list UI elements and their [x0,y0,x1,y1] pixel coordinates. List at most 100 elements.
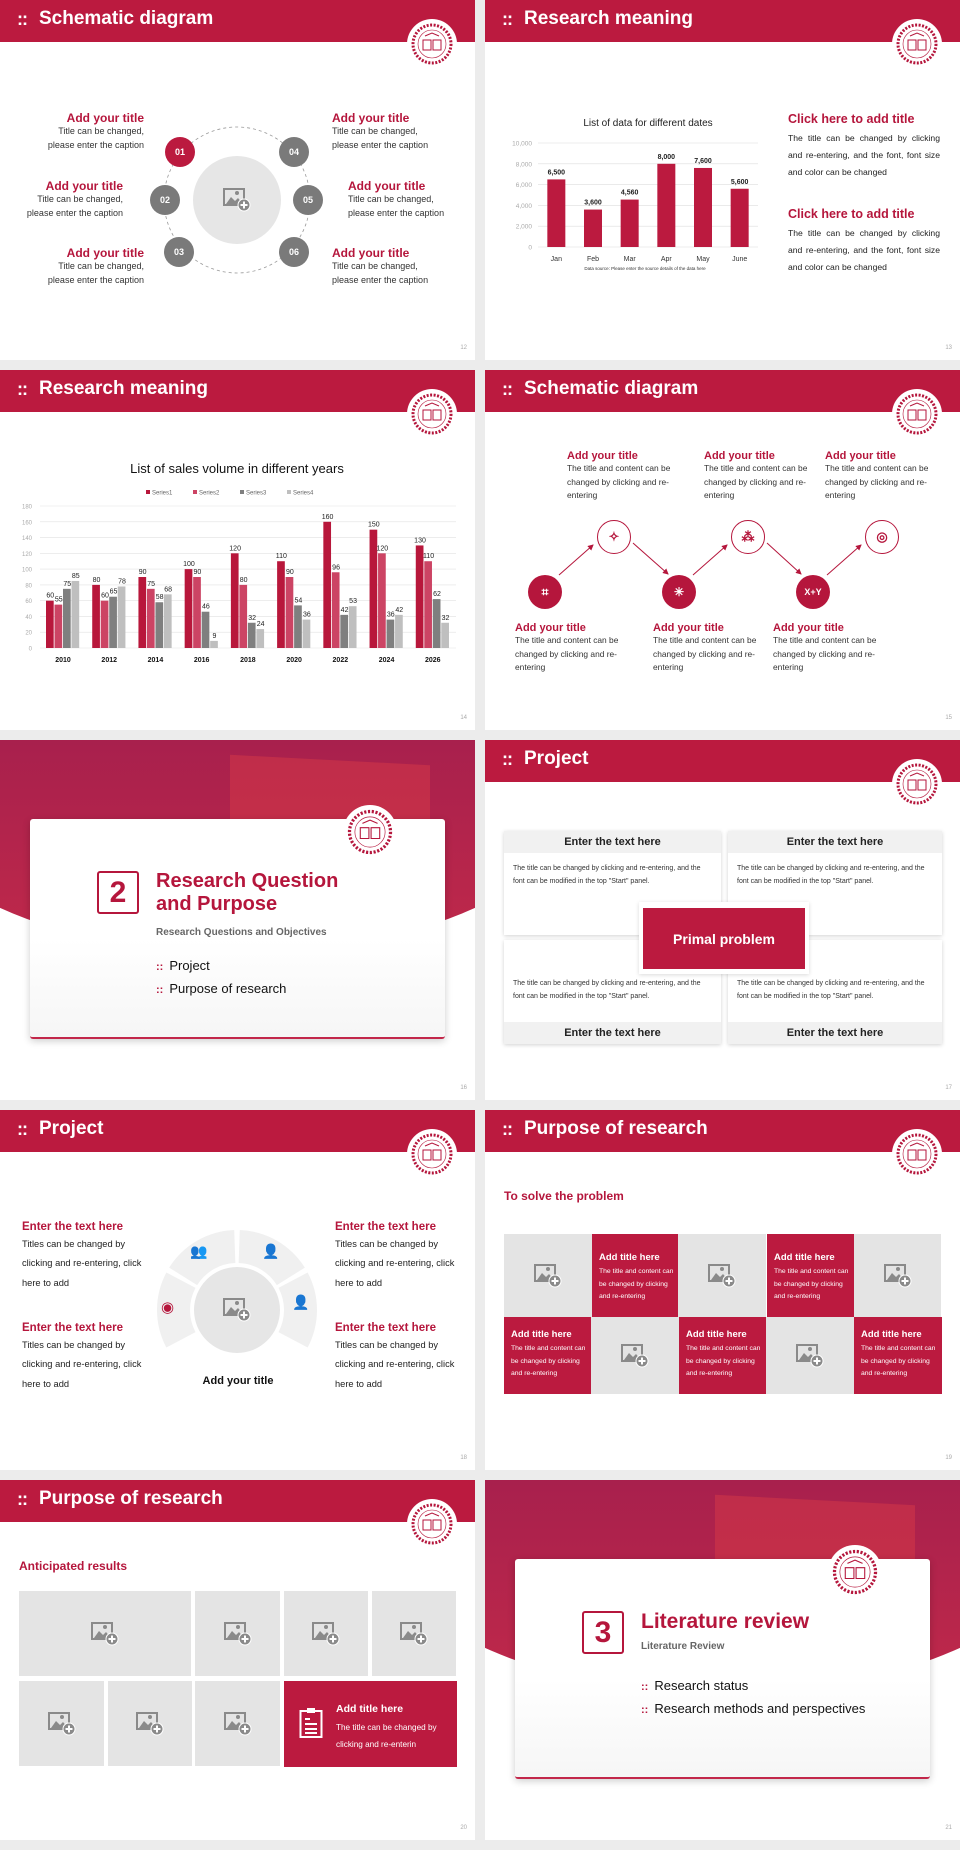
box-heading: Enter the text here [504,1022,721,1044]
dots-icon: :: [502,749,513,769]
y-tick-label: 180 [22,505,33,511]
slide-13[interactable]: :: Research meaning List of data for diff… [485,0,960,360]
dots-icon: :: [502,1119,513,1139]
image-cell[interactable] [195,1681,280,1766]
image-cell[interactable] [678,1234,766,1317]
item-bottom-left: Enter the text here Titles can be changed… [22,1322,147,1394]
block-title: Click here to add title [788,112,915,126]
section-list-item[interactable]: :: Purpose of research [156,981,286,996]
bar [155,602,164,648]
text-card: Add title here The title can be changed … [284,1681,457,1767]
item-body: Titles can be changed by clicking and re… [22,1239,142,1288]
x-tick-label: Apr [661,256,673,263]
section-title-line2: and Purpose [156,893,278,915]
image-cell[interactable] [195,1591,280,1676]
data-label: 96 [332,564,340,571]
image-cell[interactable] [854,1234,941,1317]
university-logo [892,759,942,809]
image-placeholder-icon[interactable] [223,1298,251,1322]
data-label: 46 [202,604,210,611]
cell-title: Add title here [686,1329,747,1340]
item-01: Add your title Title can be changed, pleas… [48,111,144,152]
x-tick-label: 2026 [425,657,441,664]
chart-title: List of data for different dates [583,118,712,129]
x-tick-label: 2014 [148,657,164,664]
data-label: 80 [240,577,248,584]
data-label: 55 [55,597,63,604]
data-label: 120 [229,545,241,552]
image-cell[interactable] [284,1591,368,1676]
bar [100,600,109,648]
bar [547,179,566,247]
center-title: Add your title [202,1375,274,1387]
slide-title: Research meaning [524,8,693,29]
university-logo [407,1129,457,1179]
item-caption: Title can be changed, [58,261,144,271]
image-cell[interactable] [591,1317,679,1394]
step-title: Add your title [515,622,586,634]
slide-title: Purpose of research [524,1118,708,1139]
header-bar: :: Project [0,1110,475,1152]
bar [92,584,100,648]
slide-title: Schematic diagram [39,8,214,29]
step-body: The title and content can be changed by … [567,463,671,500]
slide-17[interactable]: :: Project Enter the text here The title c… [485,740,960,1100]
section-list-item[interactable]: :: Research status [641,1678,748,1693]
slide-12[interactable]: :: Schematic diagram 01 02 03 04 05 06 Ad… [0,0,475,360]
data-label: 65 [110,589,118,596]
slide-14[interactable]: :: Research meaning List of sales volume … [0,370,475,730]
y-tick-label: 60 [25,599,32,605]
atom-icon: ✳ [662,575,696,609]
data-label: 9 [212,633,216,640]
slide-19[interactable]: :: Purpose of research To solve the probl… [485,1110,960,1470]
card-title: Add title here [336,1703,404,1715]
data-label: 80 [93,577,101,584]
slide-20[interactable]: :: Purpose of research Anticipated result… [0,1480,475,1840]
university-logo [407,1499,457,1549]
image-cell[interactable] [108,1681,192,1766]
bar [331,572,340,648]
slide-21[interactable]: 3 Literature review Literature Review ::… [485,1480,960,1840]
dots-icon: :: [156,961,164,973]
data-label: 3,600 [584,200,602,207]
box-heading: Enter the text here [728,831,942,853]
header-bar: :: Purpose of research [485,1110,960,1152]
number-badge: 01 [165,137,195,167]
image-placeholder-icon[interactable] [223,188,251,212]
university-logo [892,1129,942,1179]
bar [369,529,378,648]
section-subtitle: Literature Review [641,1641,725,1652]
bar [63,588,71,648]
image-cell[interactable] [504,1234,592,1317]
cell-body: The title and content can be changed by … [774,1268,849,1300]
ring-segment [169,1230,236,1286]
x-tick-label: 2018 [240,657,256,664]
section-list-item[interactable]: :: Research methods and perspectives [641,1701,865,1716]
cell-body: The title and content can be changed by … [861,1345,936,1377]
image-placeholder-icon [223,1621,252,1646]
x-tick-label: 2010 [55,657,71,664]
data-label: 4,560 [621,190,639,197]
image-cell[interactable] [372,1591,456,1676]
user-edit-icon: 👤 [262,1243,280,1259]
image-placeholder-icon [796,1343,824,1368]
cell-body: The title and content can be changed by … [686,1345,761,1377]
image-cell[interactable] [19,1591,191,1676]
image-cell[interactable] [766,1317,854,1394]
item-title: Enter the text here [335,1221,436,1233]
slide-18[interactable]: :: Project 👥 👤 ◉ 👤 Add your title Enter t… [0,1110,475,1470]
item-body: Titles can be changed by clicking and re… [335,1340,455,1389]
list-item-label: Research methods and perspectives [654,1701,866,1716]
image-cell[interactable] [19,1681,104,1766]
item-caption: Title can be changed, [58,126,144,136]
slide-16[interactable]: 2 Research Question and Purpose Research… [0,740,475,1100]
slide-15[interactable]: :: Schematic diagram ✧ ⁂ ◎ ⌗ ✳ X+Y Add yo… [485,370,960,730]
step-bottom-1: Add your title The title and content can … [515,622,620,675]
y-tick-label: 4,000 [516,203,533,210]
data-label: 58 [156,594,164,601]
bar [146,588,155,648]
data-label: 8,000 [658,154,676,161]
data-label: 85 [72,573,80,580]
section-list-item[interactable]: :: Project [156,958,210,973]
network-icon: ⁂ [731,520,765,554]
